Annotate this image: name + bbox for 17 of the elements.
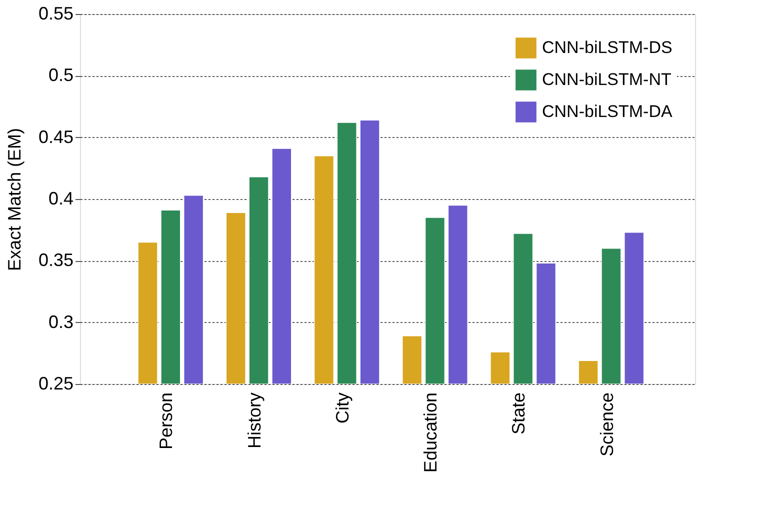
- x-tick-label: State: [508, 392, 529, 435]
- x-tick-label: Science: [596, 392, 617, 457]
- y-tick-label: 0.55: [38, 4, 74, 24]
- legend-label: CNN-biLSTM-DA: [542, 102, 673, 121]
- x-tick-label: City: [332, 392, 352, 424]
- x-tick-label: Person: [156, 392, 176, 450]
- y-tick-label: 0.4: [48, 188, 74, 208]
- x-tick-label: History: [244, 392, 264, 449]
- y-tick-label: 0.35: [38, 250, 74, 270]
- y-tick-label: 0.5: [48, 65, 74, 86]
- legend-label: CNN-biLSTM-DS: [542, 38, 672, 57]
- y-tick-label: 0.3: [48, 312, 74, 332]
- y-tick-label: 0.25: [38, 374, 74, 394]
- legend-label: CNN-biLSTM-NT: [542, 70, 672, 89]
- x-tick-label: Education: [420, 392, 441, 473]
- y-tick-label: 0.45: [38, 126, 74, 147]
- y-axis-title: Exact Match (EM): [4, 128, 24, 272]
